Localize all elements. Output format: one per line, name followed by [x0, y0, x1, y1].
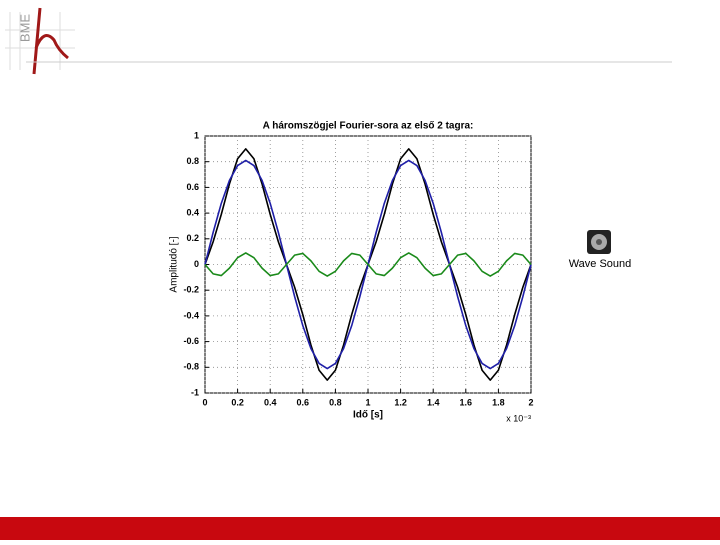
x-axis-label: Idő [s]	[353, 410, 383, 421]
icon-label[interactable]: Wave Sound	[569, 258, 632, 270]
y-axis-label: Amplitudó [-]	[169, 236, 180, 292]
x-tick-label: 0	[202, 397, 207, 407]
x-tick-label: 1.8	[492, 397, 505, 407]
y-tick-label: -0.6	[183, 336, 199, 346]
x-multiplier: x 10⁻³	[506, 413, 531, 423]
series-line	[204, 252, 532, 277]
x-tick-label: 0.4	[264, 397, 277, 407]
y-tick-label: -1	[191, 387, 199, 397]
y-tick-label: 0.6	[186, 182, 199, 192]
x-tick-label: 2	[528, 397, 533, 407]
x-tick-label: 0.8	[329, 397, 342, 407]
y-tick-label: -0.8	[183, 362, 199, 372]
footer-bar	[0, 517, 720, 540]
y-tick-label: -0.4	[183, 310, 199, 320]
logo-text: BME	[17, 14, 32, 43]
y-tick-label: -0.2	[183, 285, 199, 295]
chart: -1 -0.8 -0.6 -0.4 -0.2 0 0.2 0.4 0.6 0.8 1 0 0.2 0.4 0…	[169, 121, 534, 424]
y-tick-label: 0.8	[186, 156, 199, 166]
chart-title: A háromszögjel Fourier-sora az első 2 ta…	[263, 121, 474, 132]
y-tick-label: 0	[194, 259, 199, 269]
y-tick-label: 1	[194, 130, 199, 140]
x-tick-label: 1	[365, 397, 370, 407]
y-tick-label: 0.2	[186, 233, 199, 243]
y-tick-label: 0.4	[186, 207, 199, 217]
x-tick-label: 1.6	[460, 397, 473, 407]
x-tick-label: 1.2	[394, 397, 407, 407]
x-tick-label: 1.4	[427, 397, 440, 407]
logo	[5, 7, 75, 75]
sound-icon[interactable]	[587, 230, 611, 254]
x-tick-label: 0.2	[231, 397, 244, 407]
x-tick-label: 0.6	[297, 397, 310, 407]
